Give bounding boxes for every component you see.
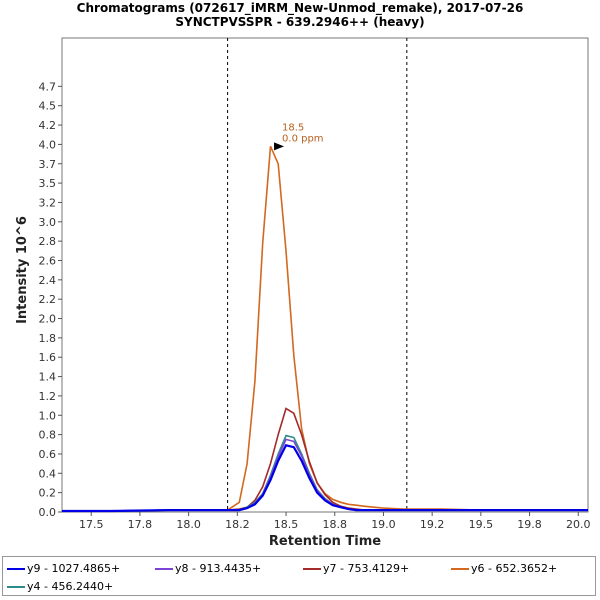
x-tick-label: 18.5 bbox=[274, 518, 299, 531]
y-tick-label: 4.2 bbox=[39, 119, 57, 132]
y-tick-label: 0.4 bbox=[39, 467, 57, 480]
y-tick-label: 2.6 bbox=[39, 254, 57, 267]
legend-swatch bbox=[155, 568, 173, 570]
peak-rt-label: 18.5 bbox=[282, 122, 304, 133]
y-tick-label: 2.0 bbox=[39, 313, 57, 326]
x-tick-label: 20.0 bbox=[566, 518, 591, 531]
y-tick-label: 2.2 bbox=[39, 293, 57, 306]
legend-item: y4 - 456.2440+ bbox=[7, 580, 113, 593]
legend-label: y7 - 753.4129+ bbox=[323, 562, 410, 575]
legend-label: y8 - 913.4435+ bbox=[175, 562, 262, 575]
x-tick-label: 17.8 bbox=[128, 518, 153, 531]
y-tick-label: 1.2 bbox=[39, 390, 57, 403]
chart-subtitle: SYNCTPVSSPR - 639.2946++ (heavy) bbox=[175, 15, 424, 29]
legend-label: y9 - 1027.4865+ bbox=[27, 562, 121, 575]
peak-boundaries bbox=[227, 38, 408, 512]
x-tick-label: 18.2 bbox=[225, 518, 250, 531]
x-tick-label: 18.0 bbox=[176, 518, 201, 531]
y-tick-label: 4.0 bbox=[39, 138, 57, 151]
y-tick-label: 3.2 bbox=[39, 196, 57, 209]
series-lines bbox=[62, 145, 588, 513]
y-tick-label: 0.6 bbox=[39, 448, 57, 461]
legend-swatch bbox=[7, 586, 25, 588]
y-tick-label: 0.8 bbox=[39, 429, 57, 442]
legend-item: y7 - 753.4129+ bbox=[303, 562, 409, 575]
legend-label: y6 - 652.3652+ bbox=[471, 562, 558, 575]
peak-ppm-label: 0.0 ppm bbox=[282, 133, 324, 144]
x-tick-label: 18.8 bbox=[322, 518, 347, 531]
y-axis: 0.0 0.2 0.4 0.6 0.8 1.0 1.2 1.4 1.6 1.8 2.0 2.2 2.4 2… bbox=[39, 80, 62, 519]
x-axis: 17.5 17.8 18.0 18.2 18.5 18.8 19.0 19.2 19.5 19.8… bbox=[79, 512, 591, 531]
legend-swatch bbox=[7, 568, 25, 570]
y-tick-label: 1.8 bbox=[39, 332, 57, 345]
series-line-y9 bbox=[62, 444, 588, 513]
chart-title: Chromatograms (072617_iMRM_New-Unmod_rem… bbox=[77, 1, 524, 16]
legend: y9 - 1027.4865+ y8 - 913.4435+ y7 - 753.41… bbox=[2, 556, 596, 596]
y-tick-label: 4.7 bbox=[39, 80, 57, 93]
y-tick-label: 0.2 bbox=[39, 487, 57, 500]
peak-marker bbox=[274, 142, 285, 151]
legend-item: y6 - 652.3652+ bbox=[451, 562, 557, 575]
y-tick-label: 3.0 bbox=[39, 216, 57, 229]
y-tick-label: 1.6 bbox=[39, 351, 57, 364]
x-tick-label: 17.5 bbox=[79, 518, 104, 531]
y-tick-label: 4.5 bbox=[39, 100, 57, 113]
peak-annotation: 18.50.0 ppm bbox=[274, 122, 324, 151]
chromatogram-chart: Chromatograms (072617_iMRM_New-Unmod_rem… bbox=[15, 1, 591, 549]
y-tick-label: 0.0 bbox=[39, 506, 57, 519]
x-tick-label: 19.0 bbox=[371, 518, 396, 531]
y-tick-label: 2.8 bbox=[39, 235, 57, 248]
x-tick-label: 19.2 bbox=[420, 518, 445, 531]
y-tick-label: 1.0 bbox=[39, 409, 57, 422]
legend-item: y8 - 913.4435+ bbox=[155, 562, 261, 575]
y-axis-label: Intensity 10^6 bbox=[15, 216, 30, 324]
legend-label: y4 - 456.2440+ bbox=[27, 580, 114, 593]
y-tick-label: 3.7 bbox=[39, 158, 57, 171]
y-tick-label: 1.4 bbox=[39, 371, 57, 384]
legend-item: y9 - 1027.4865+ bbox=[7, 562, 120, 575]
y-tick-label: 3.5 bbox=[39, 177, 57, 190]
y-tick-label: 2.4 bbox=[39, 274, 57, 287]
x-tick-label: 19.8 bbox=[517, 518, 542, 531]
plot-area bbox=[61, 37, 589, 513]
legend-swatch bbox=[303, 568, 321, 570]
x-tick-label: 19.5 bbox=[469, 518, 494, 531]
x-axis-label: Retention Time bbox=[269, 534, 381, 549]
legend-swatch bbox=[451, 568, 469, 570]
